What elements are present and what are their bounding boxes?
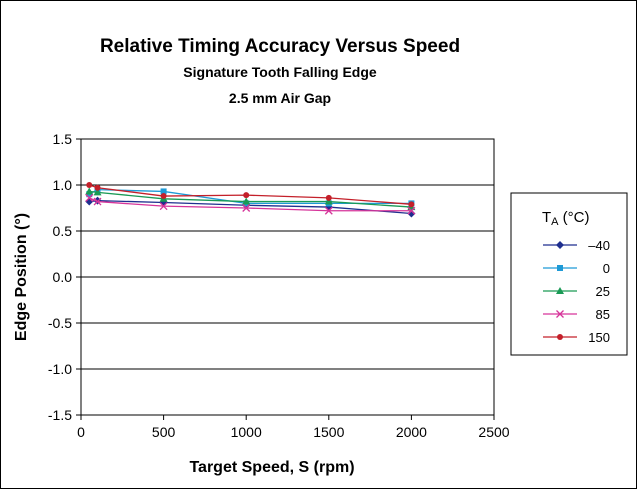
legend-item: 85 (543, 307, 610, 322)
y-tick-label: 0.5 (53, 223, 73, 239)
legend-title-unit: (°C) (559, 209, 590, 226)
legend-title-main: T (542, 209, 551, 226)
x-axis-label: Target Speed, S (rpm) (189, 459, 354, 476)
data-point (159, 202, 168, 211)
data-point (160, 188, 167, 195)
x-tick-label: 500 (152, 424, 176, 440)
legend: TA (°C) –40 0 25 85 150 (510, 192, 628, 356)
y-tick-label: -1.5 (48, 407, 72, 423)
data-point (94, 184, 101, 191)
series-4 (86, 182, 415, 208)
data-point (85, 187, 94, 195)
x-tick-label: 2500 (478, 424, 509, 440)
y-axis-label: Edge Position (°) (13, 213, 30, 341)
data-point (93, 188, 102, 196)
series-3 (85, 193, 416, 215)
tick-layer: 1.5 1.0 0.5 0.0 -0.5 -1.0 -1.5 0 500 1000 1500 2000… (48, 131, 510, 440)
data-point (242, 204, 251, 212)
legend-title: TA (°C) (542, 209, 590, 228)
legend-label: 25 (596, 284, 610, 299)
chart-subtitle: Signature Tooth Falling Edge (183, 64, 377, 80)
x-tick-label: 0 (77, 424, 85, 440)
legend-label: 85 (596, 307, 610, 322)
y-tick-label: 0.0 (53, 269, 73, 285)
legend-label: 150 (588, 330, 610, 345)
data-point (324, 197, 333, 205)
legend-marker (556, 241, 564, 249)
legend-item: 25 (543, 284, 610, 299)
data-point (407, 206, 416, 215)
data-point (93, 196, 102, 205)
data-point (160, 193, 167, 200)
data-point (408, 201, 415, 208)
legend-marker (556, 310, 564, 318)
legend-item: 150 (543, 330, 610, 345)
legend-marker (557, 265, 563, 271)
legend-item: 0 (543, 261, 610, 276)
data-point (407, 209, 416, 218)
chart-subtitle-2: 2.5 mm Air Gap (229, 90, 331, 106)
data-point (93, 197, 102, 206)
y-tick-label: 1.0 (53, 177, 73, 193)
data-point (325, 194, 332, 201)
legend-marker (556, 287, 564, 294)
legend-label: 0 (603, 261, 610, 276)
legend-marker (557, 334, 563, 340)
data-point (324, 206, 333, 215)
x-tick-label: 2000 (396, 424, 427, 440)
legend-box (510, 192, 628, 356)
y-tick-label: -1.0 (48, 361, 72, 377)
data-point (243, 192, 250, 199)
data-point (86, 182, 93, 188)
y-tick-label: -0.5 (48, 315, 72, 331)
legend-item: –40 (543, 238, 610, 253)
chart-title: Relative Timing Accuracy Versus Speed (100, 36, 460, 57)
legend-items: –40 0 25 85 150 (543, 238, 610, 345)
y-tick-label: 1.5 (53, 131, 73, 147)
data-point (85, 193, 94, 202)
x-tick-label: 1000 (231, 424, 262, 440)
legend-title-sub: A (551, 216, 559, 228)
data-point (242, 197, 251, 205)
series-layer (85, 182, 416, 218)
legend-label: –40 (588, 238, 610, 253)
x-tick-label: 1500 (313, 424, 344, 440)
